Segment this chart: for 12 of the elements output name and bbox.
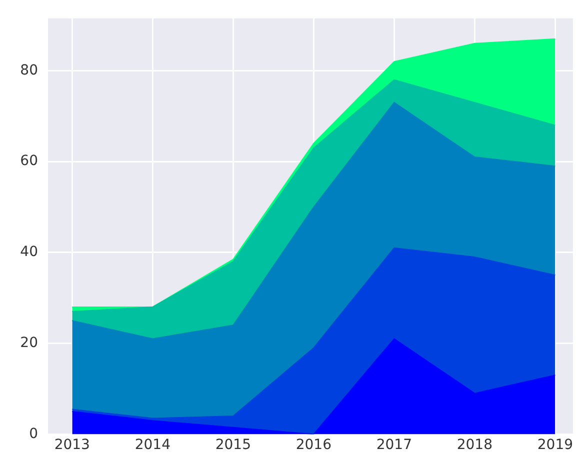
y-tick-label: 0 — [29, 426, 38, 442]
y-tick-label: 80 — [20, 62, 38, 78]
y-tick-label: 60 — [20, 153, 38, 170]
x-tick-label: 2015 — [215, 437, 251, 454]
x-tick-label: 2017 — [376, 437, 412, 454]
x-tick-label: 2019 — [537, 437, 574, 454]
x-tick-label: 2013 — [54, 437, 90, 454]
x-tick-label: 2018 — [456, 437, 492, 454]
y-tick-label: 20 — [20, 334, 38, 351]
x-tick-label: 2014 — [134, 437, 171, 454]
x-tick-label: 2016 — [296, 437, 332, 454]
y-tick-label: 40 — [20, 244, 38, 260]
